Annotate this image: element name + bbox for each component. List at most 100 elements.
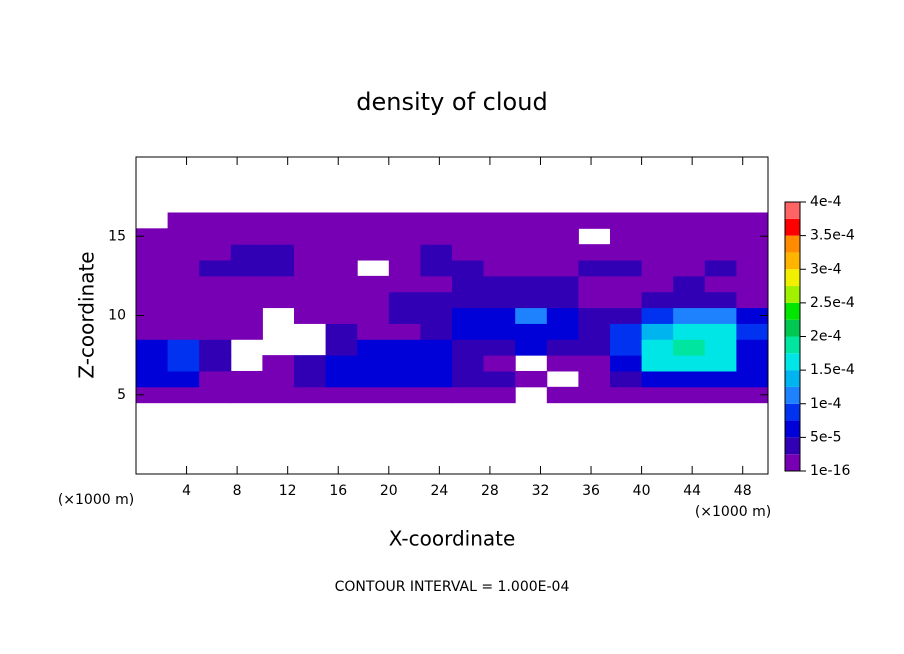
x-tick-label: 32 <box>532 483 550 499</box>
contour-cell <box>420 244 453 261</box>
contour-cell <box>704 339 737 356</box>
contour-cell <box>483 260 516 277</box>
contour-cell <box>452 370 485 388</box>
contour-cell <box>704 355 737 372</box>
contour-cell <box>452 323 485 340</box>
contour-cell <box>294 386 327 404</box>
colorbar-band <box>785 202 800 219</box>
contour-cell <box>578 291 611 309</box>
contour-cell <box>546 386 579 404</box>
contour-cell <box>578 323 611 340</box>
contour-cell <box>546 212 579 229</box>
contour-cell <box>546 228 579 245</box>
contour-cell <box>610 386 643 404</box>
contour-cell <box>230 307 263 324</box>
contour-cell <box>578 307 611 324</box>
contour-cell <box>673 339 706 356</box>
contour-cell <box>578 370 611 388</box>
contour-cell <box>325 291 358 309</box>
contour-cell <box>578 260 611 277</box>
contour-cell <box>388 355 421 372</box>
contour-cell <box>641 370 674 388</box>
contour-cell <box>230 244 263 261</box>
contour-cell <box>199 275 232 293</box>
contour-cell <box>515 244 548 261</box>
contour-cell <box>294 228 327 245</box>
contour-cell <box>325 370 358 388</box>
contour-cell <box>262 291 295 309</box>
contour-cell <box>388 212 421 229</box>
contour-cell <box>704 275 737 293</box>
contour-cell <box>673 307 706 324</box>
contour-cell <box>388 339 421 356</box>
contour-cell <box>357 307 390 324</box>
contour-cell <box>452 260 485 277</box>
contour-cell <box>546 260 579 277</box>
contour-cell <box>136 275 169 293</box>
x-tick-label: 44 <box>683 483 701 499</box>
contour-cell <box>420 339 453 356</box>
contour-cell <box>736 386 769 404</box>
x-tick-label: 4 <box>182 483 191 499</box>
contour-cell <box>641 355 674 372</box>
contour-cell <box>420 291 453 309</box>
colorbar-band <box>785 218 800 236</box>
contour-cell <box>420 370 453 388</box>
colorbar-tick-label: 3.5e-4 <box>810 228 855 244</box>
contour-cell <box>388 370 421 388</box>
contour-cell <box>452 307 485 324</box>
contour-cell <box>546 291 579 309</box>
contour-cell <box>136 244 169 261</box>
contour-cell <box>610 323 643 340</box>
contour-cell <box>452 212 485 229</box>
contour-cell <box>357 323 390 340</box>
colorbar-band <box>785 353 800 371</box>
contour-cell <box>673 228 706 245</box>
x-tick-label: 40 <box>633 483 651 499</box>
contour-cell <box>641 244 674 261</box>
contour-cell <box>736 355 769 372</box>
contour-cell <box>704 307 737 324</box>
colorbar-band <box>785 437 800 455</box>
contour-cell <box>483 355 516 372</box>
contour-cell <box>420 323 453 340</box>
contour-cell <box>199 370 232 388</box>
contour-cell <box>325 355 358 372</box>
contour-cell <box>452 339 485 356</box>
contour-cell <box>325 275 358 293</box>
contour-cell <box>262 228 295 245</box>
contour-cell <box>136 370 169 388</box>
contour-cell <box>294 370 327 388</box>
colorbar-band <box>785 386 800 404</box>
contour-cell <box>357 275 390 293</box>
contour-cell <box>673 275 706 293</box>
contour-cell <box>483 291 516 309</box>
contour-cell <box>641 260 674 277</box>
contour-cell <box>641 386 674 404</box>
contour-cell <box>357 244 390 261</box>
contour-cell <box>704 386 737 404</box>
x-tick-label: 12 <box>279 483 297 499</box>
contour-cell <box>610 307 643 324</box>
colorbar-band <box>785 420 800 438</box>
contour-cell <box>262 370 295 388</box>
contour-cell <box>704 370 737 388</box>
y-axis-unit: (×1000 m) <box>58 492 134 508</box>
x-tick-label: 28 <box>481 483 499 499</box>
contour-cell <box>136 228 169 245</box>
contour-cell <box>420 212 453 229</box>
contour-cell <box>230 323 263 340</box>
contour-cell <box>578 244 611 261</box>
contour-cell <box>452 275 485 293</box>
contour-cell <box>641 275 674 293</box>
contour-cell <box>673 291 706 309</box>
colorbar-band <box>785 454 800 471</box>
contour-cell <box>325 244 358 261</box>
contour-cell <box>199 212 232 229</box>
contour-cell <box>610 212 643 229</box>
contour-cell <box>388 244 421 261</box>
contour-cell <box>136 323 169 340</box>
contour-cell <box>736 291 769 309</box>
contour-cell <box>199 244 232 261</box>
contour-cell <box>357 291 390 309</box>
